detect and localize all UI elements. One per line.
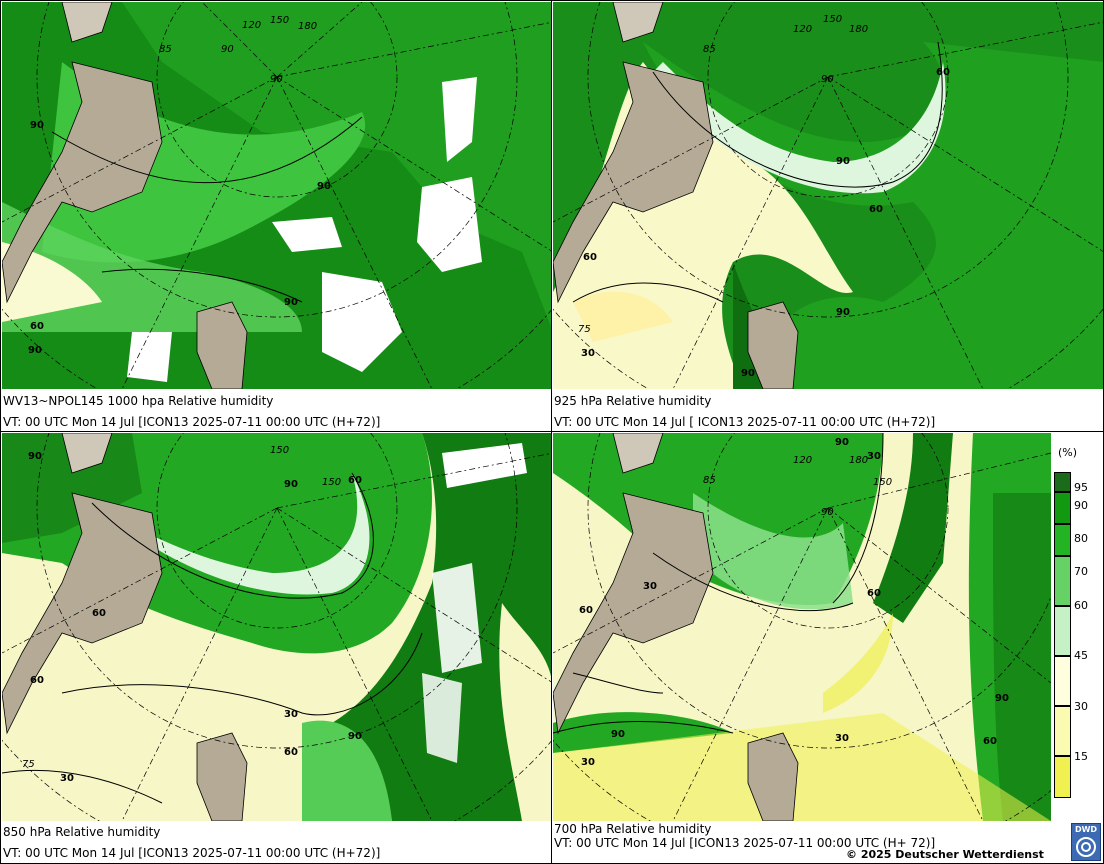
contour-label: 90 [835, 437, 849, 448]
contour-label: 90 [30, 120, 44, 131]
contour-label: 30 [867, 451, 881, 462]
contour-label: 90 [317, 181, 331, 192]
contour-label: 60 [583, 252, 597, 263]
swirl-icon [1076, 837, 1096, 857]
humidity-map-925hpa: 60 90 60 90 60 30 90 90 120 150 180 85 7… [553, 2, 1103, 389]
contour-label: 90 [28, 345, 42, 356]
contour-label: 90 [611, 729, 625, 740]
dwd-logo: DWD [1071, 823, 1101, 861]
legend-label: 70 [1074, 565, 1088, 578]
graticule-label: 120 [793, 24, 812, 35]
contour-label: 30 [835, 733, 849, 744]
contour-label: 30 [60, 773, 74, 784]
legend-label: 60 [1074, 599, 1088, 612]
humidity-legend: (%) 95 90 80 70 60 45 30 15 [1054, 442, 1100, 802]
legend-swatch [1054, 492, 1071, 524]
graticule-label: 180 [849, 455, 868, 466]
map-panel-925hpa: 60 90 60 90 60 30 90 90 120 150 180 85 7… [551, 0, 1104, 433]
panel-title: WV13~NPOL145 1000 hpa Relative humidity [3, 394, 274, 408]
legend-label: 45 [1074, 649, 1088, 662]
panel-title: 850 hPa Relative humidity [3, 825, 161, 839]
contour-label: 90 [836, 156, 850, 167]
graticule-label: 85 [703, 44, 716, 55]
contour-label: 90 [284, 297, 298, 308]
graticule-label: 75 [22, 759, 35, 770]
map-panel-700hpa: 90 30 60 60 30 90 30 30 90 60 90 120 150… [551, 431, 1104, 864]
legend-swatch [1054, 706, 1071, 756]
map-panel-1000hpa: 90 90 90 90 60 90 120 150 180 85 90 WV13… [0, 0, 553, 433]
valid-time: VT: 00 UTC Mon 14 Jul [ICON13 2025-07-11… [554, 836, 936, 850]
legend-label: 95 [1074, 481, 1088, 494]
contour-label: 30 [643, 581, 657, 592]
valid-time: VT: 00 UTC Mon 14 Jul [ ICON13 2025-07-1… [554, 415, 936, 429]
contour-label: 30 [581, 757, 595, 768]
humidity-map-700hpa: 90 30 60 60 30 90 30 30 90 60 90 120 150… [553, 433, 1051, 821]
contour-label: 90 [741, 368, 755, 379]
graticule-label: 150 [322, 477, 341, 488]
contour-label: 60 [92, 608, 106, 619]
contour-label: 90 [995, 693, 1009, 704]
contour-label: 90 [28, 451, 42, 462]
copyright: © 2025 Deutscher Wetterdienst [846, 848, 1044, 861]
valid-time: VT: 00 UTC Mon 14 Jul [ICON13 2025-07-11… [3, 846, 381, 860]
contour-label: 60 [30, 675, 44, 686]
legend-label: 30 [1074, 700, 1088, 713]
contour-label: 60 [30, 321, 44, 332]
legend-swatch [1054, 606, 1071, 656]
legend-label: 15 [1074, 750, 1088, 763]
graticule-label: 120 [242, 20, 261, 31]
map-panel-850hpa: 90 90 60 60 60 30 60 90 30 75 150 150 85… [0, 431, 553, 864]
contour-label: 90 [284, 479, 298, 490]
contour-label: 60 [348, 475, 362, 486]
legend-swatch [1054, 472, 1071, 492]
legend-swatch [1054, 656, 1071, 706]
graticule-label: 90 [821, 507, 834, 518]
panel-title: 925 hPa Relative humidity [554, 394, 712, 408]
legend-label: 80 [1074, 532, 1088, 545]
graticule-label: 180 [298, 21, 317, 32]
graticule-label: 90 [821, 74, 834, 85]
legend-unit: (%) [1058, 446, 1078, 459]
contour-label: 90 [836, 307, 850, 318]
graticule-label: 150 [270, 15, 289, 26]
graticule-label: 150 [873, 477, 892, 488]
humidity-map-850hpa: 90 90 60 60 60 30 60 90 30 75 150 150 [2, 433, 552, 821]
graticule-label: 180 [849, 24, 868, 35]
contour-label: 60 [936, 67, 950, 78]
contour-label: 60 [284, 747, 298, 758]
humidity-map-1000hpa: 90 90 90 90 60 90 120 150 180 85 90 [2, 2, 552, 389]
valid-time: VT: 00 UTC Mon 14 Jul [ICON13 2025-07-11… [3, 415, 381, 429]
contour-label: 30 [284, 709, 298, 720]
graticule-label: 85 [703, 475, 716, 486]
legend-swatch [1054, 556, 1071, 606]
contour-label: 30 [581, 348, 595, 359]
graticule-label: 150 [270, 445, 289, 456]
contour-label: 60 [983, 736, 997, 747]
graticule-label: 85 [159, 44, 172, 55]
graticule-label: 90 [221, 44, 234, 55]
legend-swatch [1054, 524, 1071, 556]
contour-label: 90 [348, 731, 362, 742]
graticule-label: 90 [270, 74, 283, 85]
legend-label: 90 [1074, 499, 1088, 512]
contour-label: 60 [869, 204, 883, 215]
graticule-label: 120 [793, 455, 812, 466]
dwd-logo-text: DWD [1074, 825, 1098, 834]
contour-label: 60 [867, 588, 881, 599]
panel-title: 700 hPa Relative humidity [554, 822, 712, 836]
contour-label: 60 [579, 605, 593, 616]
legend-swatch [1054, 756, 1071, 798]
graticule-label: 150 [823, 14, 842, 25]
graticule-label: 75 [578, 324, 591, 335]
